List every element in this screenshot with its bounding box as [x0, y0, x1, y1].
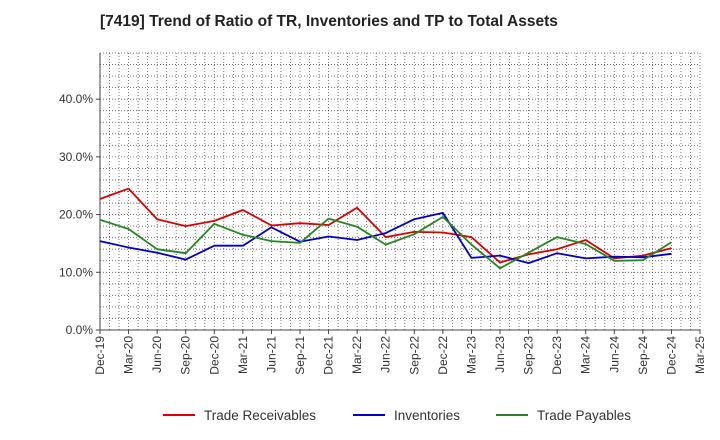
x-tick-label: Dec-21: [322, 336, 336, 375]
y-tick-label: 30.0%: [59, 150, 93, 164]
x-tick-label: Jun-24: [607, 336, 621, 373]
x-tick-label: Jun-22: [379, 336, 393, 373]
x-tick-label: Mar-25: [693, 336, 707, 374]
series-line-3: [99, 215, 672, 270]
legend-label: Trade Payables: [537, 408, 631, 423]
x-tick-label: Mar-22: [350, 336, 364, 374]
x-tick-label: Dec-23: [550, 336, 564, 375]
legend-label: Inventories: [394, 408, 460, 423]
x-tick-label: Sep-23: [522, 336, 536, 375]
x-tick-label: Jun-23: [493, 336, 507, 373]
x-tick-label: Sep-24: [636, 336, 650, 375]
x-tick-label: Jun-20: [150, 336, 164, 373]
x-tick-label: Dec-22: [436, 336, 450, 375]
series-line-1: [99, 187, 672, 264]
y-tick-label: 40.0%: [59, 92, 93, 106]
x-tick-label: Mar-24: [579, 336, 593, 374]
y-tick-label: 10.0%: [59, 265, 93, 279]
legend: Trade Receivables Inventories Trade Payabl…: [163, 408, 631, 423]
x-tick-label: Sep-21: [293, 336, 307, 375]
x-tick-label: Dec-24: [664, 336, 678, 375]
x-tick-label: Dec-20: [207, 336, 221, 375]
x-tick-label: Mar-23: [464, 336, 478, 374]
series-line-2: [99, 211, 672, 265]
x-tick-label: Dec-19: [93, 336, 107, 375]
chart-title: [7419] Trend of Ratio of TR, Inventories…: [100, 13, 558, 30]
y-tick-label: 20.0%: [59, 208, 93, 222]
x-tick-label: Mar-20: [122, 336, 136, 374]
y-tick-label: 0.0%: [66, 323, 94, 337]
legend-label: Trade Receivables: [204, 408, 316, 423]
grid-lines: [99, 52, 701, 331]
x-tick-label: Sep-22: [407, 336, 421, 375]
x-tick-label: Jun-21: [264, 336, 278, 373]
x-tick-label: Mar-21: [236, 336, 250, 374]
x-tick-label: Sep-20: [179, 336, 193, 375]
